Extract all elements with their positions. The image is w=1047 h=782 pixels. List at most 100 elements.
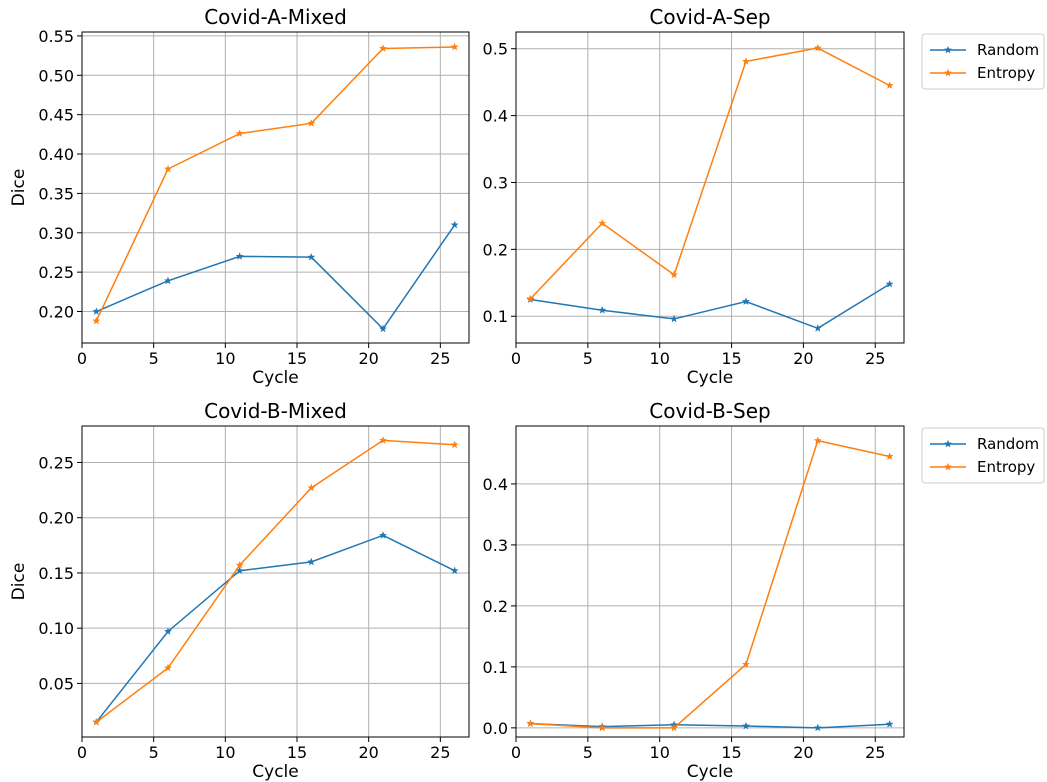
data-point-random	[885, 279, 894, 288]
series-line-random	[530, 283, 891, 330]
data-point-random	[450, 566, 459, 575]
data-point-entropy	[526, 719, 535, 728]
y-tick-label: 0.05	[38, 674, 74, 693]
data-point-entropy	[92, 717, 101, 726]
data-point-entropy	[307, 483, 316, 492]
legend-marker-entropy	[943, 68, 953, 77]
y-tick-label: 0.40	[38, 145, 74, 164]
x-axis-label: Cycle	[687, 368, 733, 388]
series-line-entropy	[529, 47, 890, 300]
subplot-4: 0 5 10 15 20 25 0.0 0.1 0.2 0.3 0.4 Covid-B-Sep Cycl…	[483, 399, 1045, 782]
legend-label-random: Random	[977, 41, 1039, 59]
x-tick-label: 20	[793, 349, 813, 368]
y-tick-label: 0.25	[38, 453, 74, 472]
series-line-entropy	[95, 439, 455, 723]
data-point-random	[813, 323, 822, 332]
x-tick-label: 15	[287, 349, 307, 368]
data-point-random	[741, 721, 751, 730]
y-tick-label: 0.3	[483, 173, 508, 192]
data-point-entropy	[813, 43, 822, 52]
x-tick-label: 5	[583, 349, 593, 368]
data-point-random	[741, 297, 751, 306]
x-tick-label: 25	[430, 349, 450, 368]
y-tick-label: 0.1	[483, 307, 508, 326]
y-tick-label: 0.30	[38, 224, 74, 243]
legend-label-entropy: Entropy	[977, 458, 1035, 476]
data-point-random	[92, 307, 101, 316]
y-axis-label: Dice	[9, 563, 29, 601]
data-point-entropy	[450, 42, 459, 51]
data-point-entropy	[235, 129, 244, 138]
x-tick-label: 10	[650, 349, 670, 368]
x-tick-label: 15	[287, 743, 307, 762]
data-point-entropy	[526, 294, 535, 303]
axes-frame	[515, 425, 905, 738]
data-point-entropy	[307, 118, 316, 127]
data-point-entropy	[813, 436, 822, 445]
data-point-entropy	[378, 436, 388, 444]
data-point-random	[235, 252, 244, 260]
legend-marker-random	[943, 45, 953, 54]
subplot-title: Covid-B-Sep	[649, 399, 770, 423]
subplot-title: Covid-A-Mixed	[204, 5, 347, 29]
data-point-random	[307, 252, 316, 261]
x-tick-label: 5	[149, 743, 159, 762]
y-tick-label: 0.3	[483, 536, 508, 555]
data-point-entropy	[885, 452, 894, 461]
subplot-title: Covid-B-Mixed	[204, 399, 347, 423]
data-point-random	[163, 276, 173, 285]
data-point-entropy	[669, 723, 679, 732]
legend: Random Entropy	[921, 427, 1045, 484]
axes-frame	[515, 31, 905, 344]
y-tick-label: 0.20	[38, 509, 74, 528]
data-point-random	[813, 723, 822, 732]
y-tick-label: 0.20	[38, 303, 74, 322]
series-line-entropy	[95, 46, 455, 322]
y-tick-label: 0.55	[38, 27, 74, 46]
x-tick-label: 0	[77, 349, 87, 368]
x-tick-label: 5	[583, 743, 593, 762]
data-point-random	[378, 324, 388, 333]
subplot-2: 0 5 10 15 20 25 0.1 0.2 0.3 0.4 0.5 Covid-A-Sep Cycl…	[483, 5, 1045, 388]
x-axis-label: Cycle	[252, 762, 298, 782]
data-point-random	[163, 627, 173, 636]
data-point-entropy	[885, 81, 894, 90]
data-point-random	[450, 220, 459, 229]
data-point-random	[885, 719, 894, 728]
x-tick-label: 25	[865, 743, 885, 762]
data-point-random	[669, 314, 679, 323]
series-line-random	[95, 534, 456, 723]
y-tick-label: 0.45	[38, 106, 74, 125]
x-tick-label: 20	[358, 349, 378, 368]
x-tick-label: 15	[721, 743, 741, 762]
x-axis-label: Cycle	[687, 762, 733, 782]
axes-frame	[81, 31, 470, 344]
x-tick-label: 10	[215, 349, 235, 368]
legend-label-random: Random	[977, 435, 1039, 453]
data-point-entropy	[598, 218, 607, 227]
series-line-random	[96, 224, 456, 330]
data-point-entropy	[450, 440, 459, 449]
y-tick-label: 0.25	[38, 263, 74, 282]
series-line-entropy	[530, 439, 890, 729]
subplot-1: 0 5 10 15 20 25 0.20 0.25 0.30 0.35 0.40 0.45 0.50 0.…	[9, 5, 470, 388]
x-tick-label: 10	[650, 743, 670, 762]
y-tick-label: 0.0	[483, 719, 508, 738]
y-tick-label: 0.15	[38, 564, 74, 583]
x-tick-label: 20	[358, 743, 378, 762]
y-tick-label: 0.1	[483, 658, 508, 677]
legend-marker-entropy	[943, 462, 953, 471]
data-point-random	[378, 531, 388, 539]
x-tick-label: 0	[511, 349, 521, 368]
y-tick-label: 0.4	[483, 475, 508, 494]
subplot-title: Covid-A-Sep	[649, 5, 770, 29]
y-tick-label: 0.10	[38, 619, 74, 638]
data-point-entropy	[669, 270, 679, 279]
y-axis-label: Dice	[9, 169, 29, 207]
x-tick-label: 0	[511, 743, 521, 762]
x-tick-label: 25	[430, 743, 450, 762]
y-tick-label: 0.5	[483, 40, 508, 59]
axes-frame	[81, 425, 470, 738]
x-tick-label: 20	[793, 743, 813, 762]
